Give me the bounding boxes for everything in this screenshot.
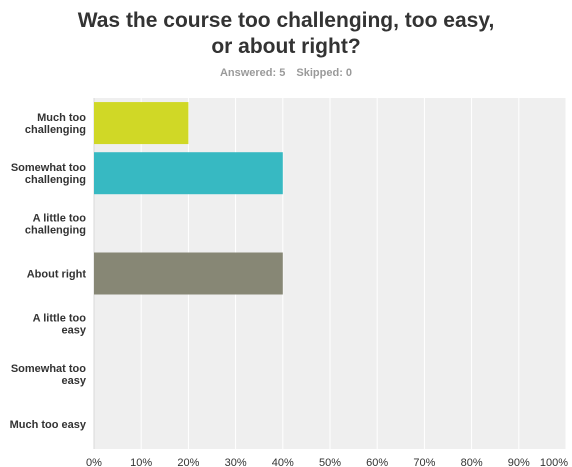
x-tick-label-0: 0% [86, 457, 102, 467]
category-label-3: About right [27, 269, 87, 281]
response-summary: Answered: 5 Skipped: 0 [0, 67, 572, 79]
x-tick-label-10: 100% [540, 457, 568, 467]
category-label-1: Somewhat too challenging [11, 162, 86, 186]
category-label-0: Much too challenging [25, 112, 86, 136]
category-labels: Much too challenging Somewhat too challengi… [10, 112, 87, 431]
bars [94, 102, 283, 295]
bar-3[interactable] [94, 252, 283, 295]
x-tick-label-7: 70% [413, 457, 435, 467]
x-tick-label-6: 60% [366, 457, 388, 467]
category-label-6: Much too easy [10, 419, 87, 431]
x-tick-label-9: 90% [508, 457, 530, 467]
x-tick-label-1: 10% [130, 457, 152, 467]
category-label-5: Somewhat too easy [11, 363, 87, 387]
x-tick-label-2: 20% [177, 457, 199, 467]
category-label-2: A little too challenging [25, 212, 86, 236]
x-tick-labels: 0% 10% 20% 30% 40% 50% 60% 70% 80% 90% 100% [86, 457, 568, 467]
x-tick-label-4: 40% [272, 457, 294, 467]
x-tick-label-8: 80% [461, 457, 483, 467]
x-tick-label-3: 30% [225, 457, 247, 467]
chart-title-line-1: Was the course too challenging, too easy… [77, 9, 495, 32]
category-label-4: A little too easy [33, 313, 87, 337]
answered-count: Answered: 5 [219, 67, 286, 79]
skipped-count: Skipped: 0 [296, 67, 353, 79]
chart-title: Was the course too challenging, too easy… [0, 8, 572, 60]
x-tick-label-5: 50% [319, 457, 341, 467]
bar-0[interactable] [94, 102, 189, 145]
bar-1[interactable] [94, 152, 283, 195]
chart-title-line-2: or about right? [211, 35, 361, 58]
